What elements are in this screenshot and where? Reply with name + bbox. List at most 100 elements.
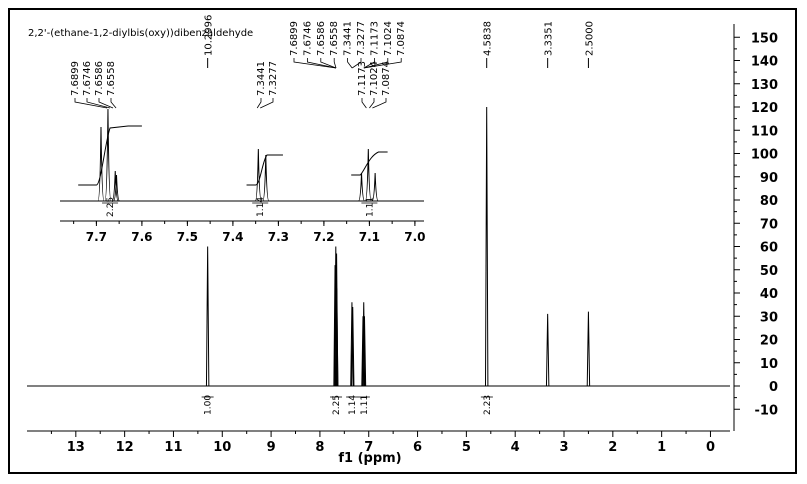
inset-peak — [254, 148, 262, 202]
inset-peak-label-leader — [110, 98, 117, 109]
chart-frame — [8, 8, 797, 474]
peak-label-leader — [320, 58, 337, 69]
inset-peak-label-leader — [260, 98, 274, 109]
inset-peak-label: 7.6746 — [82, 61, 93, 96]
integral-label: 2.23 — [483, 395, 493, 415]
peak-label-leader — [293, 58, 337, 69]
x-tick-label: 12 — [116, 440, 134, 455]
y-tick-label: 80 — [760, 194, 778, 209]
x-tick-label: 6 — [413, 440, 422, 455]
y-tick-label: 60 — [760, 241, 778, 256]
peak-label: 7.3277 — [356, 21, 367, 56]
spectrum-peak — [362, 302, 366, 387]
peak-label: 7.6899 — [289, 21, 300, 56]
inset-x-tick-label: 7.7 — [86, 230, 107, 244]
chart-title: 2,2'-(ethane-1,2-diylbis(oxy))dibenzalde… — [28, 28, 253, 39]
y-tick-label: 100 — [751, 148, 778, 163]
spectrum-peak — [334, 246, 338, 387]
x-tick-label: 9 — [267, 440, 276, 455]
peak-label: 7.6586 — [316, 21, 327, 56]
y-tick-label: 0 — [769, 380, 778, 395]
x-tick-label: 0 — [706, 440, 715, 455]
inset-x-tick-label: 7.5 — [177, 230, 198, 244]
peak-label-leader — [347, 58, 353, 69]
y-tick-label: 90 — [760, 171, 778, 186]
peak-label: 7.6746 — [302, 21, 313, 56]
peak-label: 7.3441 — [343, 21, 354, 56]
inset-integral-label: 1.11 — [365, 197, 375, 217]
y-tick-label: 130 — [751, 78, 778, 93]
peak-label-leader — [363, 58, 375, 69]
y-tick-label: 110 — [751, 124, 778, 139]
integral-label: 1.00 — [204, 395, 214, 415]
x-tick-label: 2 — [608, 440, 617, 455]
peak-label: 7.6558 — [329, 21, 340, 56]
x-tick-label: 5 — [462, 440, 471, 455]
inset-peak-label: 7.1173 — [357, 61, 368, 96]
inset-peak-label-leader — [86, 98, 111, 109]
peak-label: 7.0874 — [396, 21, 407, 56]
y-tick-label: 140 — [751, 55, 778, 70]
x-tick-label: 1 — [657, 440, 666, 455]
inset-peak — [111, 170, 119, 202]
inset-peak-label-leader — [369, 98, 375, 109]
peak-label-leader — [306, 58, 337, 69]
inset-integral-label: 1.14 — [256, 197, 266, 217]
peak-label: 10.2996 — [204, 15, 215, 56]
inset-plot: 7.7 7.6 7.5 7.4 7.3 7.2 7.1 7.07.6899 7.6746 7.65… — [60, 61, 426, 244]
x-axis-label: f1 (ppm) — [338, 451, 401, 466]
spectrum-peak — [351, 306, 355, 387]
integral-label: 1.11 — [360, 395, 370, 415]
inset-integral-curve — [78, 125, 142, 186]
peak-label-leader — [333, 58, 337, 69]
x-tick-label: 10 — [213, 440, 231, 455]
inset-peak-label: 7.3441 — [256, 61, 267, 96]
x-tick-label: 4 — [511, 440, 520, 455]
inset-x-tick-label: 7.3 — [268, 230, 289, 244]
spectrum-peak — [335, 288, 339, 387]
spectrum-peak — [205, 246, 210, 387]
inset-x-tick-label: 7.0 — [404, 230, 425, 244]
peak-label: 7.1173 — [369, 21, 380, 56]
inset-peak-label: 7.0874 — [381, 61, 392, 96]
inset-integral-label: 2.25 — [106, 197, 116, 217]
inset-integral-curve — [246, 154, 283, 186]
inset-x-tick-label: 7.1 — [359, 230, 380, 244]
y-tick-label: 10 — [760, 357, 778, 372]
inset-peak-label: 7.1024 — [369, 61, 380, 96]
inset-peak-label: 7.6899 — [70, 61, 81, 96]
spectrum-peak — [586, 311, 591, 387]
inset-peak-label: 7.3277 — [268, 61, 279, 96]
peak-label-leader — [363, 58, 389, 69]
inset-peak — [364, 148, 372, 202]
inset-peak-label-leader — [98, 98, 114, 109]
peak-label: 7.1024 — [383, 21, 394, 56]
inset-peak-label: 7.6558 — [106, 61, 117, 96]
y-tick-label: 50 — [760, 264, 778, 279]
inset-peak-label-leader — [74, 98, 108, 109]
inset-peak-label: 7.6586 — [94, 61, 105, 96]
inset-x-tick-label: 7.4 — [222, 230, 243, 244]
x-tick-label: 7 — [364, 440, 373, 455]
inset-peak-label-leader — [256, 98, 262, 109]
inset-peak — [358, 172, 366, 202]
x-tick-label: 11 — [164, 440, 182, 455]
peak-label: 3.3351 — [544, 21, 555, 56]
spectrum-peak — [350, 302, 354, 387]
y-tick-label: 70 — [760, 217, 778, 232]
x-tick-label: 8 — [315, 440, 324, 455]
peak-label-leader — [351, 58, 362, 69]
inset-integral-curve — [351, 151, 388, 176]
spectrum-peak — [362, 316, 367, 387]
inset-peak-label-leader — [372, 98, 387, 109]
peak-label-leader — [363, 58, 402, 69]
peak-label: 2.5000 — [584, 21, 595, 56]
y-tick-label: -10 — [755, 403, 779, 418]
y-tick-label: 150 — [751, 31, 778, 46]
spectrum-peak — [484, 106, 489, 387]
integral-label: 2.25 — [332, 395, 342, 415]
inset-peak — [104, 108, 112, 202]
x-tick-label: 13 — [67, 440, 85, 455]
integral-label: 1.14 — [348, 395, 358, 415]
